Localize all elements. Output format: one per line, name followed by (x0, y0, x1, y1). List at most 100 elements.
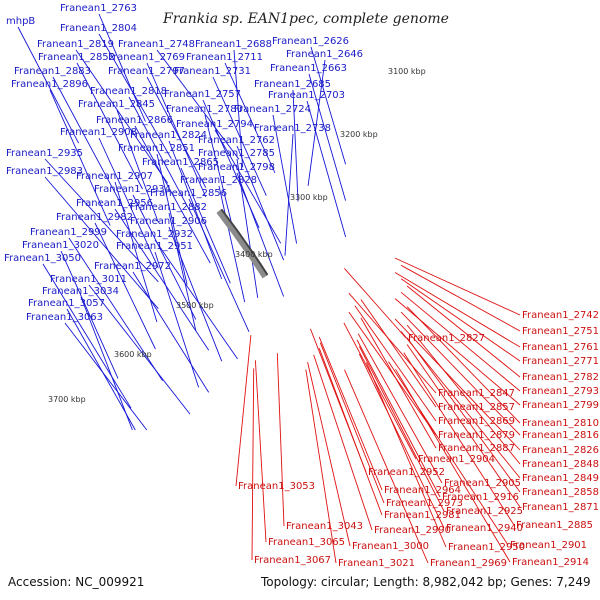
kbp-tick-label: 3700 kbp (48, 395, 86, 404)
leader-line-forward (233, 49, 244, 168)
gene-label-forward: Franean1_2769 (108, 52, 185, 63)
leader-line-forward (49, 89, 111, 226)
leader-line-forward (146, 76, 207, 188)
leader-line-reverse (365, 362, 447, 548)
gene-label-forward: Franean1_2852 (38, 52, 115, 63)
genome-title: Frankia sp. EAN1pec, complete genome (162, 11, 449, 27)
leader-line-reverse (348, 292, 437, 394)
gene-label-reverse: Franean1_2742 (522, 310, 599, 321)
leader-line-reverse (319, 342, 385, 504)
gene-label-forward: Franean1_2663 (270, 63, 347, 74)
gene-label-reverse: Franean1_2887 (438, 443, 515, 454)
leader-line-reverse (406, 344, 521, 508)
gene-label-reverse: Franean1_3065 (268, 537, 345, 548)
leader-line-forward (236, 172, 285, 297)
leader-line-forward (156, 153, 188, 285)
gene-label-reverse: Franean1_2810 (522, 418, 599, 429)
kbp-tick-label: 3200 kbp (340, 130, 378, 139)
leader-line-reverse (400, 264, 521, 332)
kbp-ticks: 3100 kbp 3200 kbp 3300 kbp 3400 kbp 3500 kbp… (48, 67, 426, 404)
leader-line-forward (128, 96, 194, 217)
leader-line-reverse (313, 354, 373, 531)
leader-line-forward (44, 176, 159, 309)
gene-labels: Franean1_2763 mhpB Franean1_2804 Franean1_2… (4, 3, 599, 569)
leader-line-reverse (357, 333, 443, 484)
leader-line-forward (80, 296, 133, 431)
leader-line-forward (218, 185, 246, 303)
leader-line-forward (98, 137, 159, 268)
leader-line-reverse (348, 311, 437, 436)
gene-label-reverse: Franean1_3043 (286, 521, 363, 532)
gene-label-forward: Franean1_2865 (142, 157, 219, 168)
gene-label-forward: Franean1_3063 (26, 312, 103, 323)
gene-label-reverse: Franean1_2848 (522, 459, 599, 470)
gene-label-reverse: Franean1_2940 (446, 523, 523, 534)
gene-label-forward: Franean1_2804 (60, 23, 137, 34)
gene-label-reverse: Franean1_3021 (338, 558, 415, 569)
leader-lines (17, 13, 521, 564)
leader-line-reverse (406, 306, 521, 424)
gene-label-forward: Franean1_2763 (60, 3, 137, 14)
leader-line-forward (17, 26, 79, 144)
gene-label-reverse: Franean1_2964 (384, 485, 461, 496)
leader-line-reverse (400, 291, 521, 392)
gene-label-reverse: Franean1_2869 (438, 416, 515, 427)
leader-line-reverse (400, 278, 521, 362)
gene-label-forward: Franean1_2731 (174, 66, 251, 77)
leader-line-reverse (403, 352, 515, 526)
gene-label-forward: Franean1_3011 (50, 274, 127, 285)
gene-label-forward: Franean1_2951 (116, 241, 193, 252)
leader-line-forward (132, 194, 197, 320)
gene-label-forward: Franean1_2828 (180, 175, 257, 186)
gene-label-reverse: Franean1_2969 (430, 558, 507, 569)
leader-line-forward (214, 129, 282, 244)
leader-line-forward (68, 237, 163, 382)
gene-label-forward: Franean1_2845 (78, 99, 155, 110)
gene-label-forward: Franean1_2866 (96, 115, 173, 126)
kbp-tick-label: 3300 kbp (290, 193, 328, 202)
gene-label-forward: Franean1_3034 (42, 286, 119, 297)
leader-line-forward (180, 167, 231, 284)
gene-label-forward: Franean1_2688 (195, 39, 272, 50)
leader-line-forward (44, 158, 159, 283)
kbp-tick-label: 3400 kbp (235, 250, 273, 259)
leader-line-forward (168, 226, 223, 362)
leader-line-reverse (358, 346, 445, 512)
gene-label-forward: Franean1_2762 (198, 135, 275, 146)
leader-line-forward (52, 76, 126, 212)
leader-line-reverse (400, 311, 521, 436)
gene-label-forward: Franean1_2780 (166, 104, 243, 115)
leader-line-forward (60, 250, 119, 379)
gene-label-forward: Franean1_2935 (6, 148, 83, 159)
gene-label-forward: Franean1_2703 (268, 90, 345, 101)
gene-label-forward: mhpB (6, 16, 35, 27)
gene-label-reverse: Franean1_2816 (522, 430, 599, 441)
leader-line-forward (75, 49, 169, 184)
leader-line-reverse (394, 257, 521, 316)
gene-label-reverse: Franean1_2761 (522, 342, 599, 353)
genome-summary: Topology: circular; Length: 8,982,042 bp… (260, 575, 591, 589)
leader-line-reverse (354, 305, 437, 422)
leader-line-forward (88, 284, 191, 415)
gene-label-forward: Franean1_2685 (254, 79, 331, 90)
leader-line-reverse (318, 336, 383, 491)
gene-label-reverse: Franean1_2793 (522, 386, 599, 397)
leader-line-forward (188, 198, 250, 332)
gene-label-forward: Franean1_2818 (90, 86, 167, 97)
accession-text: Accession: NC_009921 (8, 575, 144, 589)
leader-line-forward (154, 251, 200, 388)
gene-label-reverse: Franean1_2847 (438, 388, 515, 399)
gene-label-forward: Franean1_2798 (198, 162, 275, 173)
leader-line-forward (306, 100, 347, 238)
gene-label-forward: Franean1_2646 (286, 49, 363, 60)
leader-line-forward (114, 208, 210, 351)
leader-line-reverse (358, 353, 445, 529)
leader-line-reverse (388, 361, 509, 546)
gene-label-reverse: Franean1_2990 (374, 525, 451, 536)
leader-line-forward (308, 73, 347, 201)
gene-label-reverse: Franean1_2981 (384, 510, 461, 521)
gene-label-reverse: Franean1_3067 (254, 555, 331, 566)
gene-label-forward: Franean1_2856 (150, 188, 227, 199)
leader-line-forward (168, 140, 223, 280)
